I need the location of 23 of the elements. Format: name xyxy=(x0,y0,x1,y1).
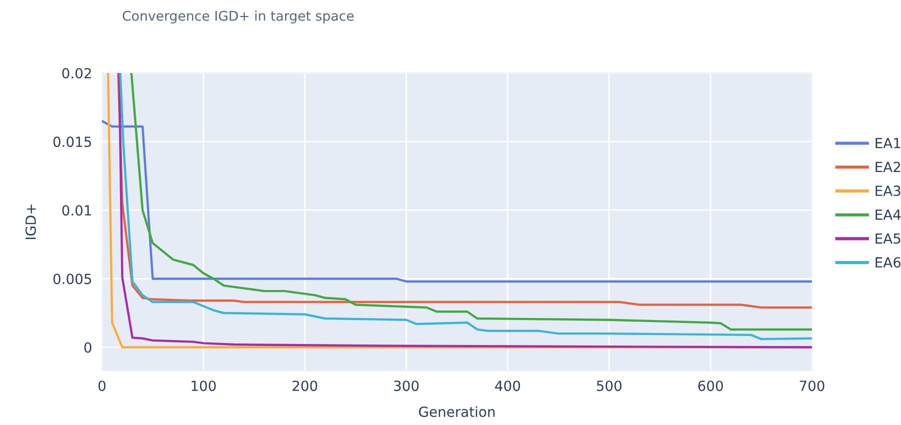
chart-title: Convergence IGD+ in target space xyxy=(122,10,354,24)
y-axis-title: IGD+ xyxy=(25,204,36,240)
y-tick-label: 0.005 xyxy=(53,274,92,284)
y-tick-label: 0 xyxy=(84,342,92,353)
legend-label: EA6 xyxy=(876,257,901,268)
line-series xyxy=(102,120,812,283)
x-tick-label: 700 xyxy=(800,380,824,392)
x-tick-label: 400 xyxy=(495,380,520,392)
x-tick-label: 300 xyxy=(394,380,419,392)
x-tick-label: 200 xyxy=(292,380,318,392)
legend-label: EA4 xyxy=(876,210,901,220)
y-tick-label: 0.015 xyxy=(53,136,92,148)
y-tick-label: 0.01 xyxy=(62,205,91,216)
x-tick-label: 0 xyxy=(98,380,106,392)
legend-label: EA1 xyxy=(876,138,900,148)
x-tick-label: 100 xyxy=(192,380,216,392)
x-tick-label: 500 xyxy=(596,380,622,392)
y-tick-label: 0.02 xyxy=(62,68,91,78)
legend-label: EA2 xyxy=(876,162,900,172)
legend-label: EA5 xyxy=(876,233,900,244)
x-tick-label: 600 xyxy=(698,380,723,392)
legend-label: EA3 xyxy=(876,186,900,196)
x-axis-title: Generation xyxy=(419,406,495,418)
